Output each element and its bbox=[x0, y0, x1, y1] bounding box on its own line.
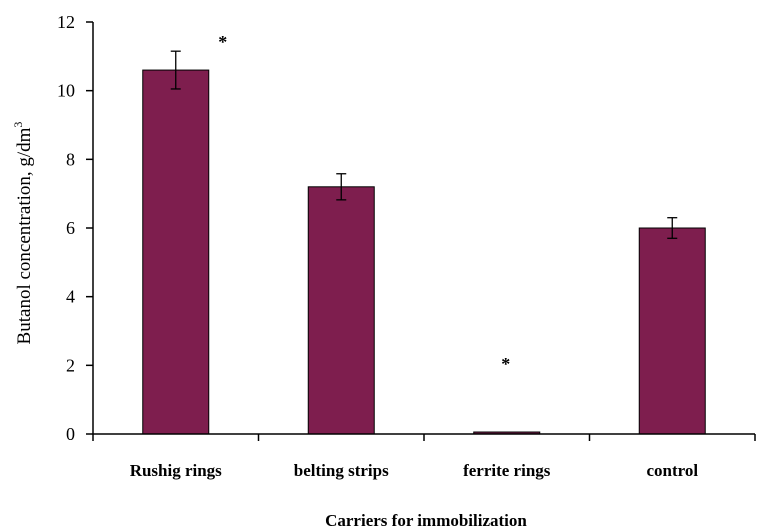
y-axis-ticks: 0 2 4 6 8 10 12 bbox=[57, 12, 93, 444]
x-axis-title: Carriers for immobilization bbox=[325, 511, 527, 530]
bar-control bbox=[638, 227, 706, 435]
y-axis-title-superscript: 3 bbox=[11, 122, 25, 128]
error-bars bbox=[170, 50, 678, 239]
significance-marks: ** bbox=[218, 32, 510, 374]
y-tick-label: 6 bbox=[66, 218, 75, 238]
x-category-label: control bbox=[646, 461, 698, 480]
y-tick-label: 2 bbox=[66, 355, 75, 375]
significance-mark: * bbox=[218, 32, 227, 52]
y-axis-title-text: Butanol concentration, g/dm bbox=[14, 127, 35, 344]
y-tick-label: 4 bbox=[66, 287, 75, 307]
y-tick-label: 12 bbox=[57, 12, 75, 32]
bars bbox=[142, 69, 706, 435]
y-axis-title: Butanol concentration, g/dm3 bbox=[11, 122, 35, 345]
x-category-label: ferrite rings bbox=[463, 461, 551, 480]
significance-mark: * bbox=[501, 354, 510, 374]
y-tick-label: 0 bbox=[66, 424, 75, 444]
x-category-label: belting strips bbox=[294, 461, 389, 480]
y-tick-label: 8 bbox=[66, 149, 75, 169]
x-category-label: Rushig rings bbox=[130, 461, 222, 480]
y-tick-label: 10 bbox=[57, 81, 75, 101]
bar-rushig-rings bbox=[142, 69, 210, 435]
bar-belting-strips bbox=[307, 186, 375, 435]
x-axis-ticks: Rushig rings belting strips ferrite rings c… bbox=[92, 434, 756, 480]
